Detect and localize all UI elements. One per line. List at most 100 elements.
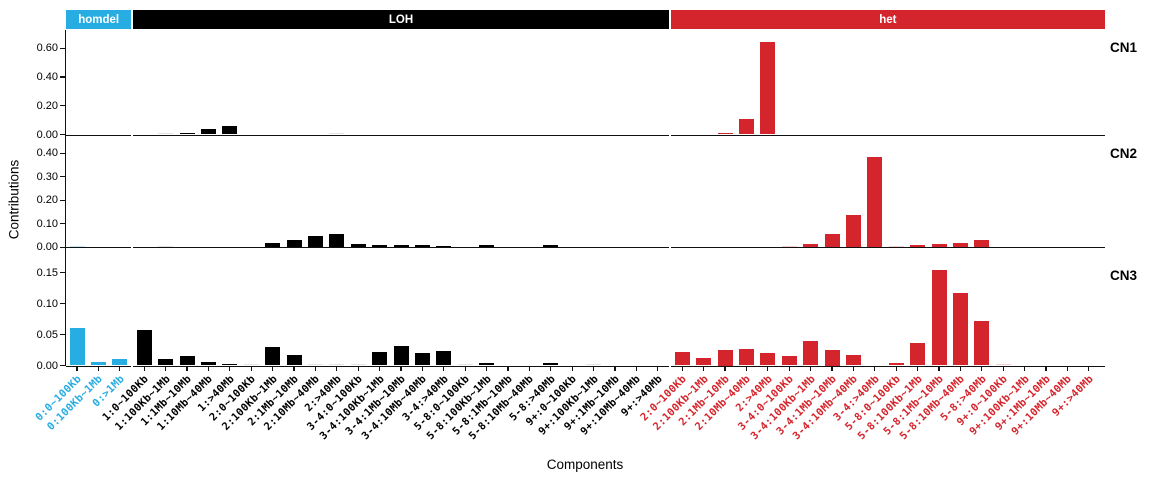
y-tick-label: 0.20 xyxy=(36,99,58,112)
panel-baseline-CN3 xyxy=(66,365,132,367)
facet-label-CN1: CN1 xyxy=(1110,40,1138,55)
group-header-label: LOH xyxy=(388,13,414,26)
x-tick xyxy=(703,366,705,371)
bar xyxy=(243,364,259,366)
bar xyxy=(158,133,174,135)
panel-baseline-CN2 xyxy=(66,247,132,249)
x-tick xyxy=(379,366,381,371)
x-tick xyxy=(959,366,961,371)
x-tick xyxy=(336,366,338,371)
bar xyxy=(760,42,776,135)
bar xyxy=(222,364,238,366)
x-tick xyxy=(571,366,573,371)
y-axis-line xyxy=(64,30,66,366)
x-tick xyxy=(97,366,99,371)
x-tick xyxy=(400,366,402,371)
bar xyxy=(543,363,559,366)
y-tick-label: 0.10 xyxy=(36,297,58,310)
panel-baseline-CN3 xyxy=(670,365,1105,367)
x-tick-label: 5-8:10Mb~40Mb xyxy=(897,372,968,443)
x-tick xyxy=(810,366,812,371)
y-tick xyxy=(60,76,65,78)
bar xyxy=(696,358,712,366)
x-tick xyxy=(788,366,790,371)
bar xyxy=(329,133,345,135)
bar xyxy=(867,156,883,247)
x-tick xyxy=(464,366,466,371)
bar xyxy=(738,118,754,135)
bar xyxy=(803,341,819,366)
bar xyxy=(112,358,128,366)
bar xyxy=(179,355,195,366)
x-tick-label: 1:0~100Kb xyxy=(100,372,152,424)
y-tick-label: 0.10 xyxy=(36,217,58,230)
panel-baseline-CN3 xyxy=(132,365,670,367)
x-tick xyxy=(593,366,595,371)
y-tick-label: 0.20 xyxy=(36,194,58,207)
bar xyxy=(457,364,473,366)
x-tick xyxy=(229,366,231,371)
panel-baseline-CN1 xyxy=(66,134,132,136)
bar xyxy=(738,348,754,366)
bar xyxy=(974,321,990,366)
bar xyxy=(910,343,926,366)
bar xyxy=(286,240,302,247)
x-tick xyxy=(76,366,78,371)
x-tick-label: 5-8:100Kb~1Mb xyxy=(855,372,925,443)
y-tick-label: 0.15 xyxy=(36,266,58,279)
bar xyxy=(372,245,388,247)
bar xyxy=(824,234,840,247)
x-tick xyxy=(745,366,747,371)
x-tick xyxy=(657,366,659,371)
bar xyxy=(350,364,366,366)
x-tick xyxy=(486,366,488,371)
x-tick xyxy=(852,366,854,371)
bar xyxy=(222,125,238,135)
x-tick xyxy=(1045,366,1047,371)
bar xyxy=(781,245,797,247)
x-tick-label: 2:0~100Kb xyxy=(207,372,259,424)
x-tick xyxy=(681,366,683,371)
y-tick xyxy=(60,152,65,155)
bar xyxy=(265,243,281,247)
group-header-homdel: homdel xyxy=(66,10,132,29)
panel-baseline-CN2 xyxy=(132,247,670,249)
bar xyxy=(286,354,302,366)
x-tick xyxy=(635,366,637,371)
bar xyxy=(136,330,152,366)
x-tick-label: 2:100Kb~1Mb xyxy=(219,372,280,433)
bar xyxy=(760,353,776,366)
y-tick-label: 0.00 xyxy=(36,128,58,141)
bar xyxy=(158,359,174,366)
x-tick xyxy=(895,366,897,371)
bar xyxy=(329,364,345,366)
bar xyxy=(931,270,947,366)
y-tick xyxy=(60,223,65,225)
x-tick-label: 0:0~100Kb xyxy=(33,372,84,424)
x-tick xyxy=(421,366,423,371)
bar xyxy=(329,233,345,247)
panel-baseline-CN2 xyxy=(670,247,1105,249)
x-tick xyxy=(357,366,359,371)
x-tick-label: 9+:>40Mb xyxy=(1049,372,1096,419)
bar xyxy=(586,364,602,366)
y-tick xyxy=(60,105,65,107)
x-tick xyxy=(119,366,121,371)
bar xyxy=(414,245,430,247)
y-tick-label: 0.30 xyxy=(36,170,58,183)
y-tick-label: 0.05 xyxy=(36,328,58,341)
bar xyxy=(543,245,559,247)
bar xyxy=(479,363,495,366)
y-tick-label: 0.40 xyxy=(36,70,58,83)
bar xyxy=(372,351,388,366)
x-tick xyxy=(1088,366,1090,371)
bar xyxy=(717,132,733,135)
x-tick-label: 0:>1Mb xyxy=(90,372,127,410)
bar xyxy=(952,292,968,366)
x-tick-label: 9+:1Mb~10Mb xyxy=(992,372,1053,433)
bar xyxy=(974,240,990,247)
x-tick-label: 9+:0~100Kb xyxy=(954,372,1011,429)
x-tick-label: 1:100Kb~1Mb xyxy=(112,372,173,433)
bar xyxy=(69,245,85,247)
